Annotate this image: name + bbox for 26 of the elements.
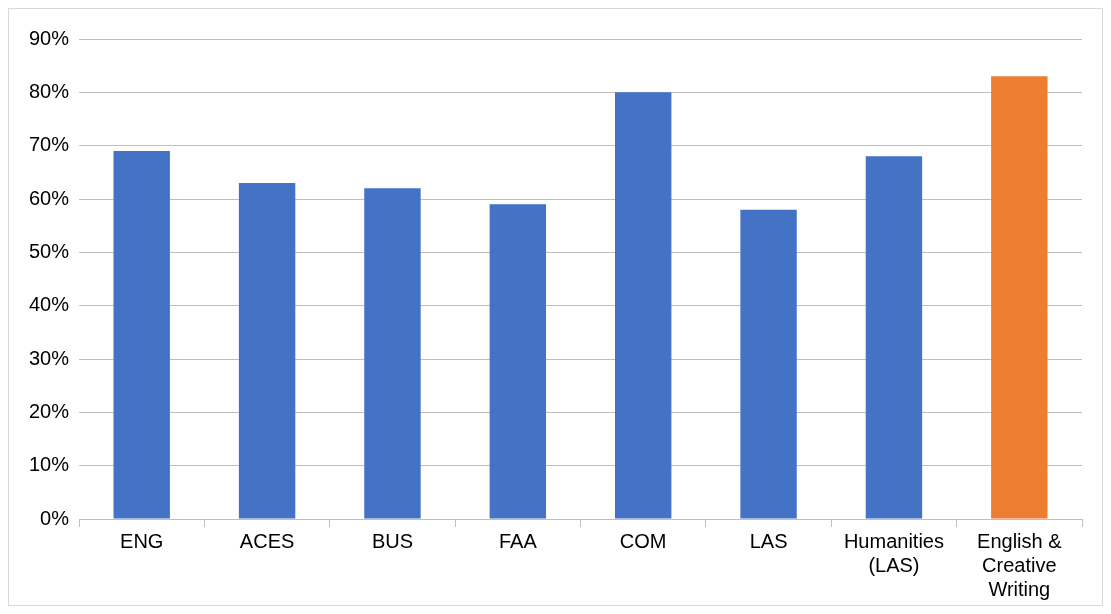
- y-tick-label: 90%: [29, 26, 70, 49]
- y-tick-label: 10%: [29, 453, 70, 476]
- bar: [238, 183, 296, 519]
- bar: [364, 188, 421, 519]
- bar: [865, 156, 923, 519]
- bar: [991, 76, 1048, 519]
- x-tick-label: ACES: [239, 529, 295, 552]
- x-tick-label: English & Creative Writing: [977, 529, 1063, 600]
- y-tick-label: 60%: [29, 186, 70, 209]
- y-tick-label: 0%: [40, 506, 70, 529]
- bar: [113, 151, 170, 519]
- y-tick-label: 20%: [29, 399, 70, 422]
- y-tick-label: 70%: [29, 133, 70, 156]
- bar: [740, 209, 797, 519]
- y-tick-label: 40%: [29, 293, 70, 316]
- x-tick-label: Humanities (LAS): [843, 529, 944, 576]
- x-tick-label: COM: [619, 529, 667, 552]
- y-tick-label: 50%: [29, 239, 70, 262]
- x-tick-label: BUS: [371, 529, 414, 552]
- x-tick-label: LAS: [749, 529, 788, 552]
- y-tick-label: 30%: [29, 346, 70, 369]
- bar: [614, 92, 672, 519]
- y-tick-label: 80%: [29, 79, 70, 102]
- bar: [489, 204, 547, 519]
- x-tick-label: ENG: [120, 529, 164, 552]
- x-tick-label: FAA: [498, 529, 538, 552]
